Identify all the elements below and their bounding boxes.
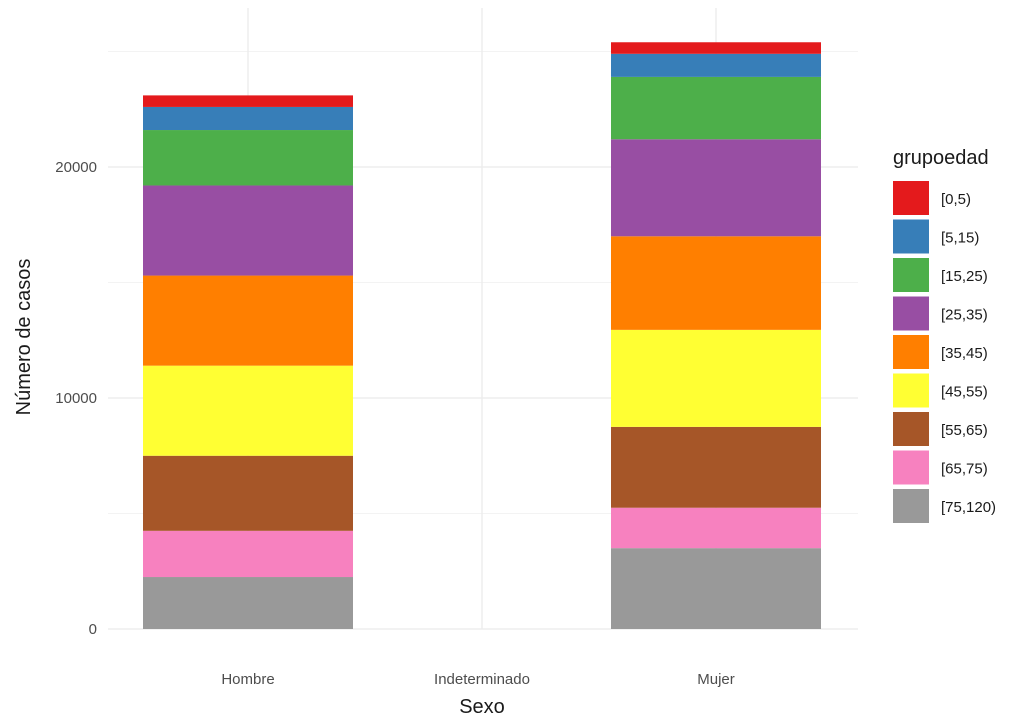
x-tick-label: Mujer — [697, 671, 735, 688]
legend-swatch — [893, 412, 929, 446]
x-tick-labels: Hombre Indeterminado Mujer — [221, 671, 734, 688]
bars — [143, 42, 821, 629]
x-axis-title: Sexo — [459, 696, 505, 718]
bar-segment-hombre-8 — [143, 95, 353, 107]
bar-segment-hombre-6 — [143, 130, 353, 186]
bar-segment-mujer-3 — [611, 329, 821, 427]
legend-label: [55,65) — [941, 422, 988, 439]
bar-segment-mujer-7 — [611, 53, 821, 77]
y-tick-label: 0 — [89, 621, 97, 638]
bar-segment-mujer-5 — [611, 139, 821, 237]
bar-segment-hombre-1 — [143, 530, 353, 578]
y-tick-label: 10000 — [55, 390, 97, 407]
legend-label: [45,55) — [941, 384, 988, 401]
legend-label: [75,120) — [941, 499, 996, 516]
legend-label: [5,15) — [941, 230, 979, 247]
legend-label: [15,25) — [941, 268, 988, 285]
bar-segment-hombre-4 — [143, 275, 353, 366]
bar-segment-hombre-2 — [143, 455, 353, 531]
legend-swatch — [893, 258, 929, 292]
bar-segment-mujer-2 — [611, 426, 821, 508]
legend-swatch — [893, 335, 929, 369]
bar-segment-mujer-0 — [611, 548, 821, 629]
bar-segment-hombre-7 — [143, 106, 353, 131]
legend-swatch — [893, 181, 929, 215]
bar-segment-hombre-3 — [143, 365, 353, 456]
x-tick-label: Indeterminado — [434, 671, 530, 688]
legend-label: [65,75) — [941, 461, 988, 478]
y-axis-title: Número de casos — [13, 259, 35, 416]
bar-segment-mujer-4 — [611, 236, 821, 330]
legend-swatch — [893, 296, 929, 331]
legend-swatch — [893, 219, 929, 254]
y-tick-labels: 0 10000 20000 — [55, 159, 97, 638]
legend-swatch — [893, 489, 929, 523]
bar-segment-mujer-1 — [611, 507, 821, 549]
legend-swatch — [893, 373, 929, 408]
bar-segment-hombre-0 — [143, 577, 353, 629]
legend-label: [0,5) — [941, 191, 971, 208]
x-tick-label: Hombre — [221, 671, 274, 688]
legend-label: [35,45) — [941, 345, 988, 362]
legend-swatch — [893, 450, 929, 485]
legend: [0,5) [5,15) [15,25) [25,35) [35,45) [45,55) [… — [893, 181, 996, 523]
bar-segment-mujer-8 — [611, 42, 821, 54]
bar-segment-hombre-5 — [143, 185, 353, 276]
legend-title: grupoedad — [893, 147, 989, 169]
bar-segment-mujer-6 — [611, 76, 821, 140]
legend-label: [25,35) — [941, 307, 988, 324]
y-tick-label: 20000 — [55, 159, 97, 176]
